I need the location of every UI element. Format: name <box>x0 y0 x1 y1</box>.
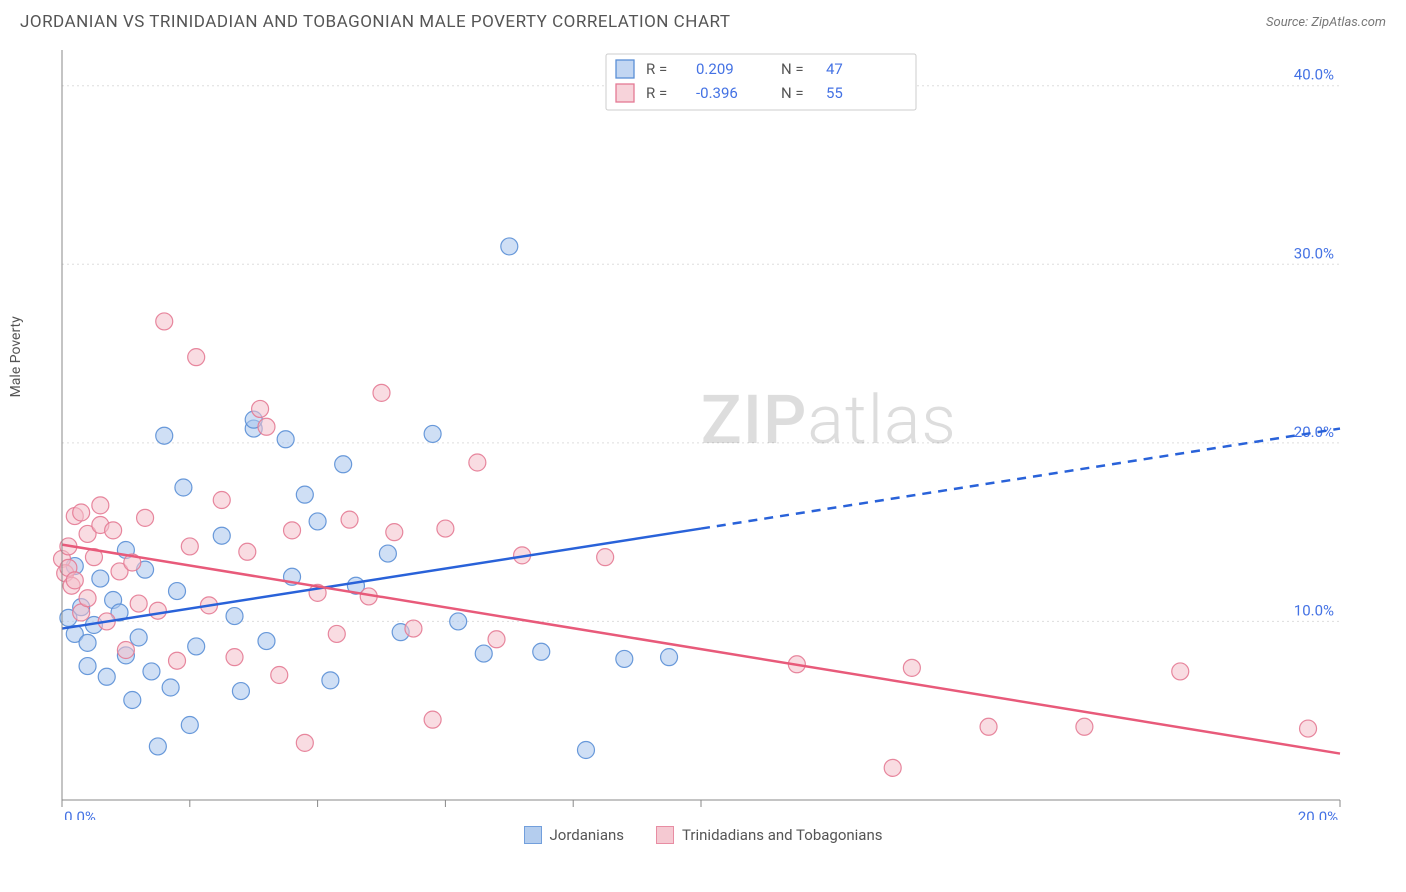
svg-text:20.0%: 20.0% <box>1294 423 1334 441</box>
scatter-plot: 10.0% 20.0% 30.0% 40.0% ZIPatlas 0.0% 20.0% R =… <box>20 40 1360 820</box>
svg-text:N =: N = <box>781 60 804 78</box>
svg-text:30.0%: 30.0% <box>1294 244 1334 262</box>
source-attribution: Source: ZipAtlas.com <box>1266 15 1386 30</box>
swatch-icon <box>524 826 542 844</box>
chart-container: Male Poverty 10.0%20.0%30.0%40.0%ZIPatla… <box>20 40 1386 820</box>
legend-label: Jordanians <box>550 826 625 844</box>
svg-text:47: 47 <box>826 60 843 78</box>
chart-title: JORDANIAN VS TRINIDADIAN AND TOBAGONIAN … <box>20 12 731 32</box>
svg-text:R =: R = <box>646 84 667 102</box>
svg-text:-0.396: -0.396 <box>696 84 738 102</box>
legend-label: Trinidadians and Tobagonians <box>682 826 882 844</box>
chart-header: JORDANIAN VS TRINIDADIAN AND TOBAGONIAN … <box>0 0 1406 40</box>
svg-text:ZIPatlas: ZIPatlas <box>701 380 957 460</box>
svg-text:10.0%: 10.0% <box>1294 601 1334 619</box>
svg-text:55: 55 <box>826 84 843 102</box>
legend-item-trinidadians: Trinidadians and Tobagonians <box>656 826 882 844</box>
svg-text:R =: R = <box>646 60 667 78</box>
swatch-icon <box>656 826 674 844</box>
svg-text:0.0%: 0.0% <box>64 808 96 820</box>
svg-text:N =: N = <box>781 84 804 102</box>
legend: Jordanians Trinidadians and Tobagonians <box>0 826 1406 844</box>
svg-text:0.209: 0.209 <box>696 60 734 78</box>
svg-text:40.0%: 40.0% <box>1294 66 1334 84</box>
svg-text:20.0%: 20.0% <box>1298 808 1338 820</box>
legend-item-jordanians: Jordanians <box>524 826 625 844</box>
y-axis-label: Male Poverty <box>8 316 24 397</box>
